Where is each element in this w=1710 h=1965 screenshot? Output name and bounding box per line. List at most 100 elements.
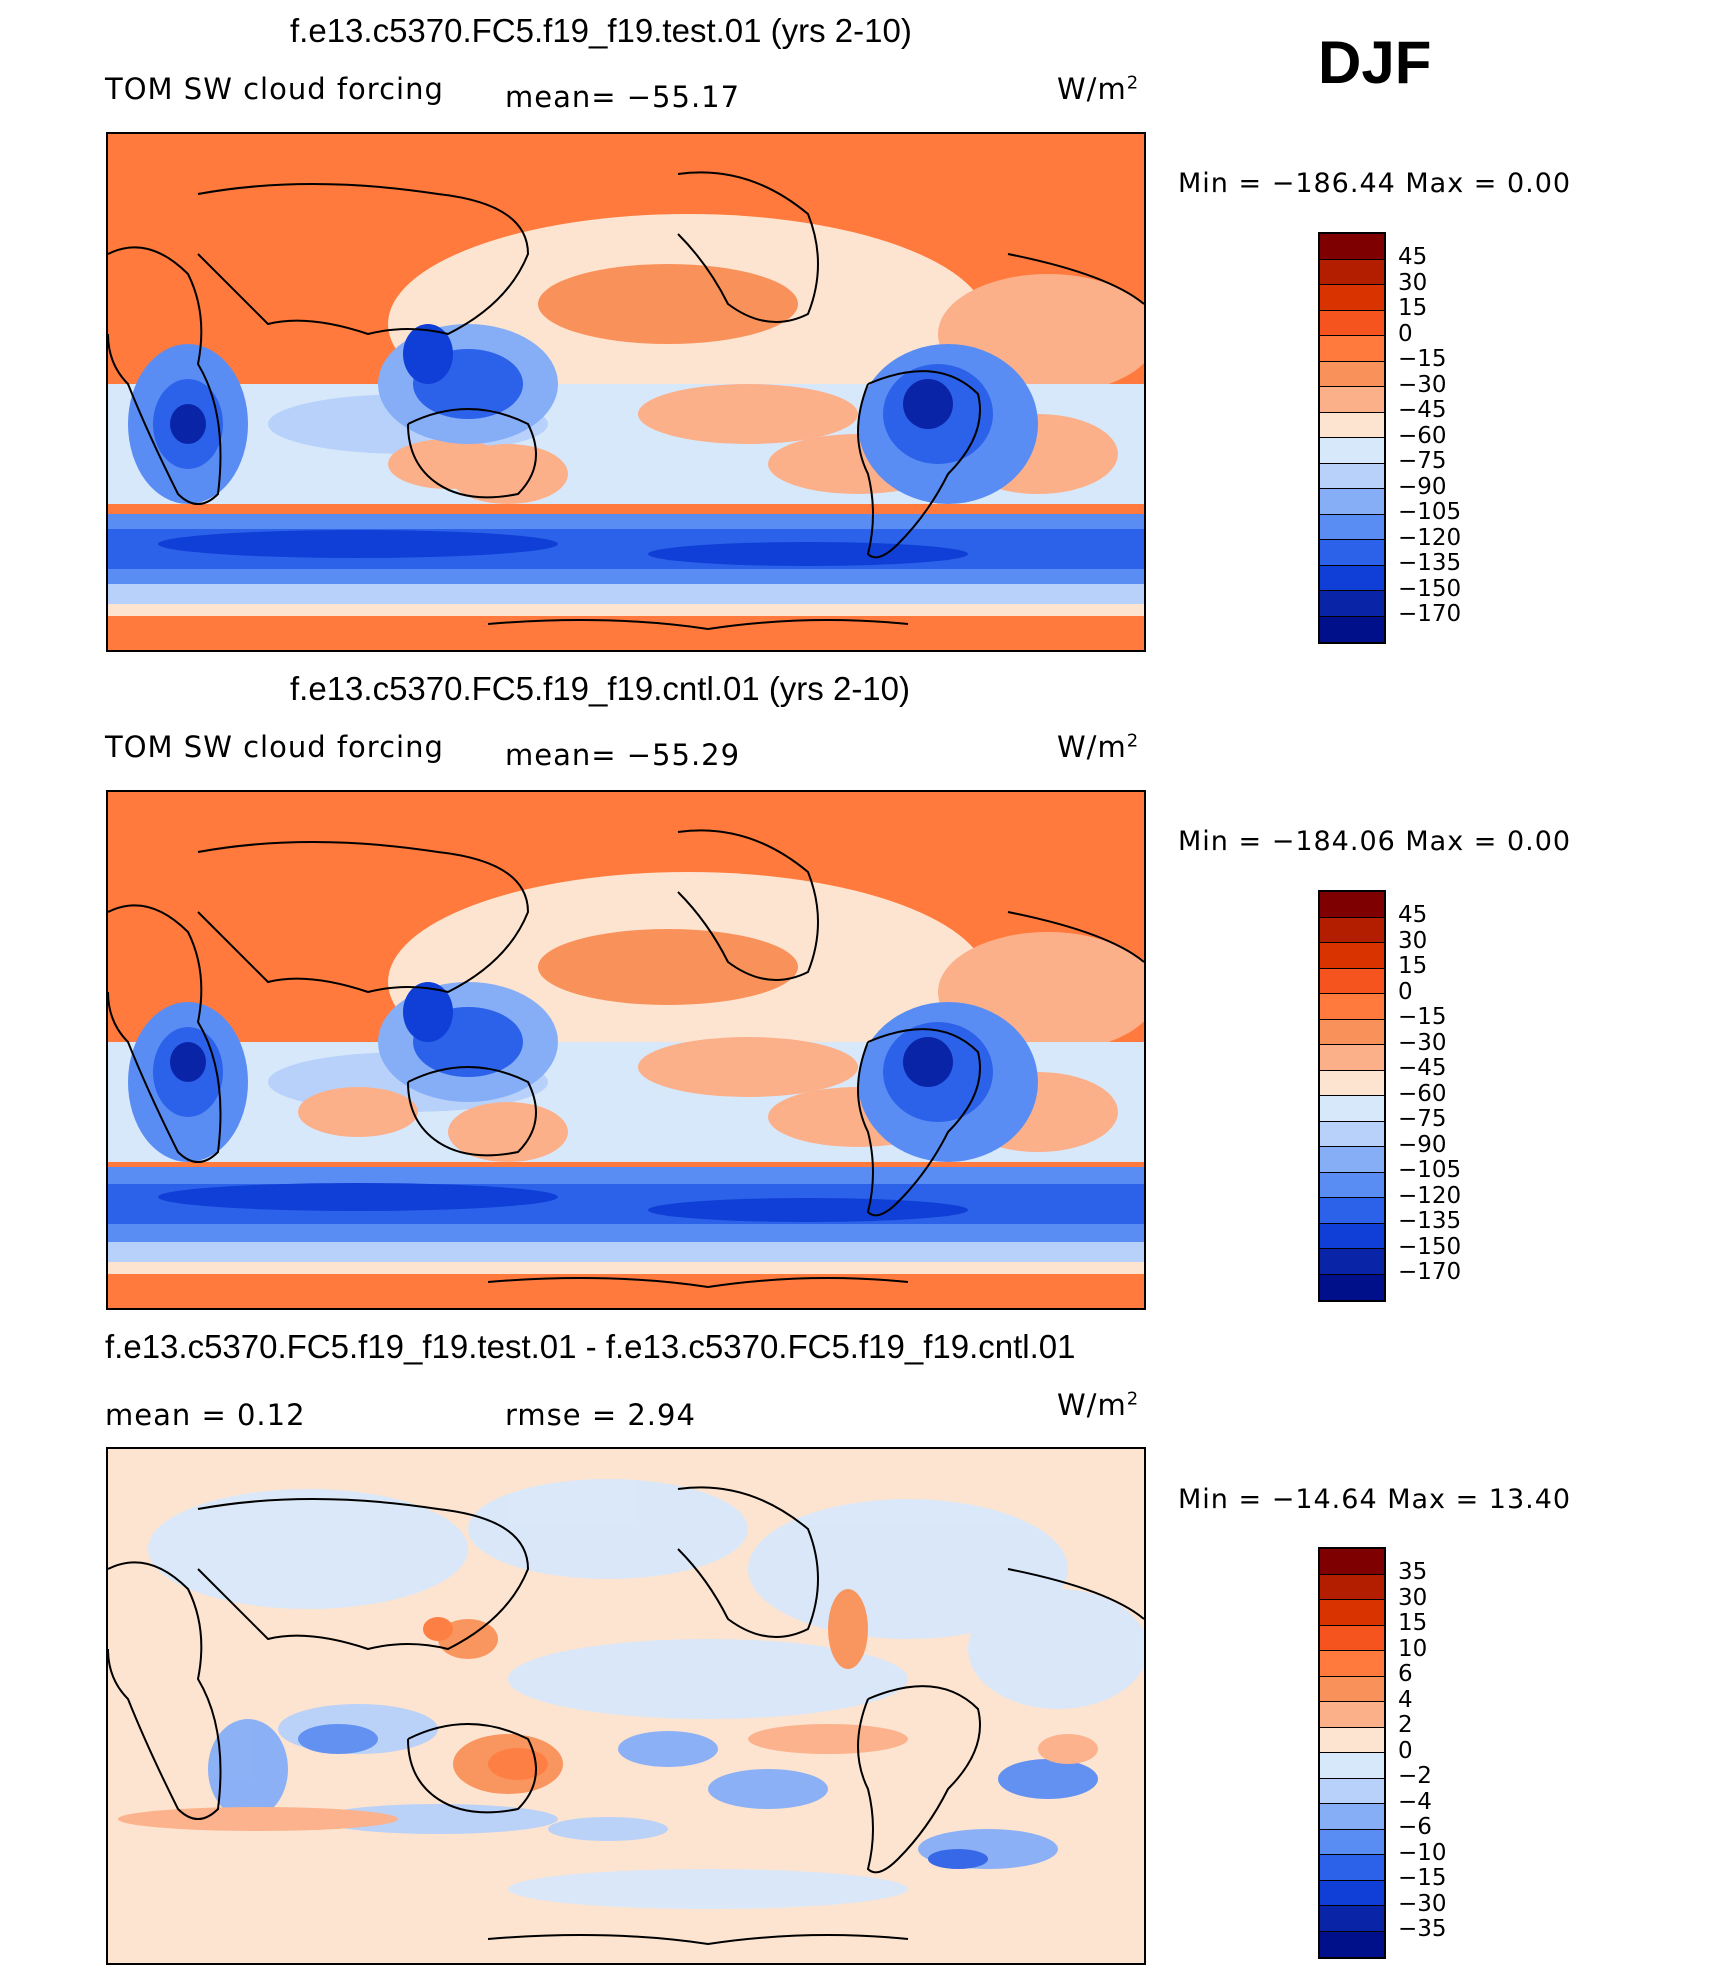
panel3-map-canvas: [108, 1449, 1144, 1963]
colorbar-level-label: −105: [1398, 499, 1462, 525]
colorbar-level-label: −90: [1398, 473, 1447, 500]
panel3-title: f.e13.c5370.FC5.f19_f19.test.01 - f.e13.…: [105, 1328, 1076, 1365]
colorbar-level-label: 30: [1398, 927, 1428, 954]
colorbar-swatch: [1320, 1880, 1384, 1906]
colorbar-level-label: −10: [1398, 1839, 1447, 1866]
colorbar-level-label: −75: [1398, 1106, 1447, 1132]
colorbar-swatch: [1320, 892, 1384, 918]
colorbar-level-label: 10: [1398, 1635, 1428, 1662]
colorbar-level-label: −2: [1398, 1763, 1432, 1789]
colorbar-swatch: [1320, 285, 1384, 311]
colorbar-swatch: [1320, 1274, 1384, 1300]
colorbar-level-label: −15: [1398, 1865, 1447, 1891]
colorbar-swatch: [1320, 968, 1384, 994]
colorbar-swatch: [1320, 1549, 1384, 1575]
panel3-colorbar-labels: 35 30 15 10 6 4 2 0 −2 −4 −6 −10 −15 −30 −35: [1398, 1559, 1447, 1943]
panel1-map-canvas: [108, 134, 1144, 650]
colorbar-level-label: 15: [1398, 295, 1428, 321]
colorbar-swatch: [1320, 1045, 1384, 1071]
colorbar-swatch: [1320, 310, 1384, 336]
colorbar-swatch: [1320, 1931, 1384, 1957]
colorbar-level-label: 35: [1398, 1559, 1428, 1585]
panel3-rmse: rmse = 2.94: [505, 1398, 696, 1432]
panel1-variable-label: TOM SW cloud forcing: [105, 72, 444, 106]
panel1-units: W/m2: [1057, 72, 1140, 106]
colorbar-swatch: [1320, 489, 1384, 515]
colorbar-level-label: 15: [1398, 953, 1428, 979]
panel2-map: [106, 790, 1146, 1310]
colorbar-level-label: −30: [1398, 1890, 1447, 1917]
colorbar-level-label: −45: [1398, 1055, 1447, 1081]
colorbar-swatch: [1320, 1019, 1384, 1045]
colorbar-level-label: 45: [1398, 244, 1428, 270]
colorbar-swatch: [1320, 259, 1384, 285]
colorbar-level-label: −135: [1398, 550, 1462, 576]
colorbar-level-label: −60: [1398, 1080, 1447, 1107]
colorbar-swatch: [1320, 1249, 1384, 1275]
panel1-mean: mean= −55.17: [505, 80, 741, 114]
colorbar-level-label: −120: [1398, 524, 1462, 551]
colorbar-level-label: −45: [1398, 397, 1447, 423]
colorbar-swatch: [1320, 1778, 1384, 1804]
colorbar-swatch: [1320, 1121, 1384, 1147]
colorbar-swatch: [1320, 1727, 1384, 1753]
colorbar-swatch: [1320, 1651, 1384, 1677]
colorbar-swatch: [1320, 361, 1384, 387]
panel3-mean: mean = 0.12: [105, 1398, 306, 1432]
panel1-colorbar: [1318, 232, 1386, 644]
colorbar-swatch: [1320, 1223, 1384, 1249]
panel2-map-canvas: [108, 792, 1144, 1308]
colorbar-swatch: [1320, 1172, 1384, 1198]
colorbar-swatch: [1320, 1070, 1384, 1096]
panel2-title: f.e13.c5370.FC5.f19_f19.cntl.01 (yrs 2-1…: [290, 670, 911, 707]
colorbar-level-label: −6: [1398, 1814, 1432, 1840]
colorbar-level-label: −75: [1398, 448, 1447, 474]
panel2-mean: mean= −55.29: [505, 738, 741, 772]
colorbar-level-label: −30: [1398, 371, 1447, 398]
season-label: DJF: [1318, 29, 1432, 96]
colorbar-swatch: [1320, 412, 1384, 438]
colorbar-swatch: [1320, 1147, 1384, 1173]
panel2-colorbar: [1318, 890, 1386, 1302]
colorbar-level-label: −4: [1398, 1788, 1432, 1815]
panel2-units: W/m2: [1057, 730, 1140, 764]
colorbar-level-label: 15: [1398, 1610, 1428, 1636]
panel1-colorbar-labels: 45 30 15 0 −15 −30 −45 −60 −75 −90 −105 −120 −135 −15…: [1398, 244, 1462, 628]
colorbar-swatch: [1320, 994, 1384, 1020]
colorbar-level-label: −30: [1398, 1029, 1447, 1056]
panel3-minmax: Min = −14.64 Max = 13.40: [1178, 1484, 1572, 1515]
colorbar-swatch: [1320, 540, 1384, 566]
colorbar-level-label: −170: [1398, 601, 1462, 627]
colorbar-level-label: −170: [1398, 1259, 1462, 1285]
colorbar-swatch: [1320, 1702, 1384, 1728]
colorbar-level-label: −15: [1398, 1004, 1447, 1030]
panel3-colorbar: [1318, 1547, 1386, 1959]
colorbar-swatch: [1320, 943, 1384, 969]
colorbar-level-label: 0: [1398, 1737, 1413, 1764]
colorbar-swatch: [1320, 1096, 1384, 1122]
colorbar-swatch: [1320, 514, 1384, 540]
colorbar-swatch: [1320, 1829, 1384, 1855]
colorbar-level-label: −15: [1398, 346, 1447, 372]
panel2-variable-label: TOM SW cloud forcing: [105, 730, 444, 764]
colorbar-swatch: [1320, 1804, 1384, 1830]
colorbar-level-label: 0: [1398, 978, 1413, 1005]
colorbar-swatch: [1320, 917, 1384, 943]
colorbar-level-label: −90: [1398, 1131, 1447, 1158]
colorbar-level-label: −135: [1398, 1208, 1462, 1234]
colorbar-level-label: −120: [1398, 1182, 1462, 1209]
panel2-colorbar-labels: 45 30 15 0 −15 −30 −45 −60 −75 −90 −105 −120 −135 −15…: [1398, 902, 1462, 1286]
colorbar-swatch: [1320, 1600, 1384, 1626]
panel1-title: f.e13.c5370.FC5.f19_f19.test.01 (yrs 2-1…: [290, 12, 912, 49]
colorbar-level-label: −150: [1398, 1233, 1462, 1260]
colorbar-swatch: [1320, 565, 1384, 591]
colorbar-swatch: [1320, 591, 1384, 617]
colorbar-level-label: −60: [1398, 422, 1447, 449]
colorbar-level-label: −35: [1398, 1916, 1447, 1942]
colorbar-level-label: −105: [1398, 1157, 1462, 1183]
colorbar-swatch: [1320, 1198, 1384, 1224]
panel1-map: [106, 132, 1146, 652]
colorbar-swatch: [1320, 336, 1384, 362]
colorbar-swatch: [1320, 1906, 1384, 1932]
panel2-minmax: Min = −184.06 Max = 0.00: [1178, 826, 1572, 857]
